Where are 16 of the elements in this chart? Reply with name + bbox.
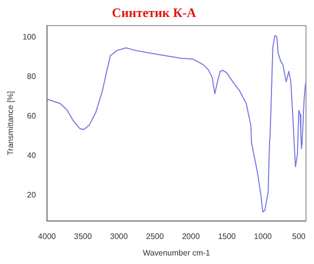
y-tick-label: 20: [27, 190, 36, 200]
x-tick-label: 1500: [218, 232, 236, 241]
y-tick-label: 40: [27, 150, 36, 160]
x-tick-label: 2000: [182, 232, 200, 241]
x-tick-label: 3000: [110, 232, 128, 241]
x-tick-label: 500: [292, 232, 306, 241]
x-tick-label: 2500: [146, 232, 164, 241]
x-axis-title: Wavenumber cm-1: [142, 248, 211, 258]
y-axis-title: Transmittance [%]: [6, 91, 16, 156]
x-tick-label: 1000: [254, 232, 272, 241]
y-tick-label: 80: [27, 72, 36, 82]
chart-title: Синтетик К-А: [112, 5, 197, 20]
x-tick-label: 3500: [74, 232, 92, 241]
y-tick-label: 60: [27, 112, 36, 120]
x-tick-label: 4000: [38, 232, 56, 241]
y-tick-label: 100: [22, 32, 36, 42]
